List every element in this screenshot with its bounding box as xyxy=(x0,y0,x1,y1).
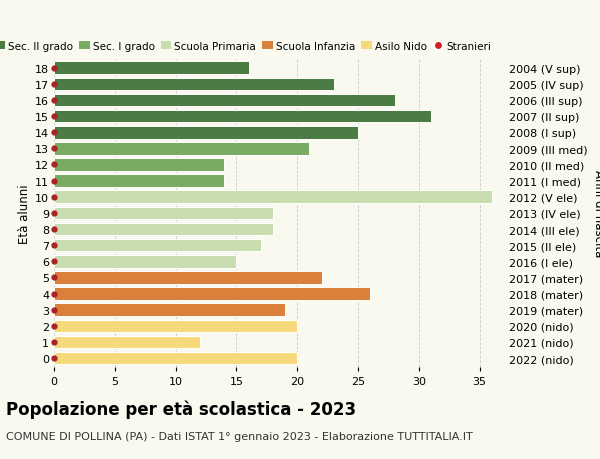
Bar xyxy=(54,239,261,252)
Text: COMUNE DI POLLINA (PA) - Dati ISTAT 1° gennaio 2023 - Elaborazione TUTTITALIA.IT: COMUNE DI POLLINA (PA) - Dati ISTAT 1° g… xyxy=(6,431,473,442)
Bar xyxy=(54,223,273,236)
Bar xyxy=(54,78,334,91)
Bar xyxy=(54,304,285,316)
Bar xyxy=(54,111,431,123)
Bar xyxy=(54,143,310,155)
Bar xyxy=(54,62,248,75)
Text: Popolazione per età scolastica - 2023: Popolazione per età scolastica - 2023 xyxy=(6,399,356,418)
Bar xyxy=(54,191,492,204)
Bar xyxy=(54,288,370,300)
Bar xyxy=(54,320,297,332)
Y-axis label: Età alunni: Età alunni xyxy=(18,184,31,243)
Legend: Sec. II grado, Sec. I grado, Scuola Primaria, Scuola Infanzia, Asilo Nido, Stran: Sec. II grado, Sec. I grado, Scuola Prim… xyxy=(0,41,491,51)
Bar xyxy=(54,207,273,220)
Bar xyxy=(54,95,395,107)
Bar xyxy=(54,175,224,188)
Bar xyxy=(54,159,224,171)
Bar xyxy=(54,336,200,348)
Bar xyxy=(54,352,297,364)
Bar xyxy=(54,272,322,284)
Bar xyxy=(54,127,358,139)
Y-axis label: Anni di nascita: Anni di nascita xyxy=(592,170,600,257)
Bar xyxy=(54,256,236,268)
